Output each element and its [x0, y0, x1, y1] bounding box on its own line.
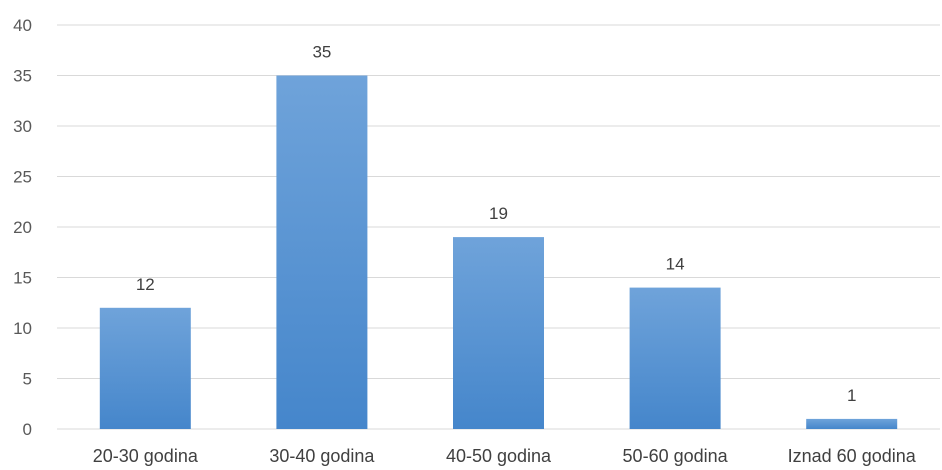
- data-label: 1: [847, 386, 856, 405]
- x-category-label: Iznad 60 godina: [788, 446, 917, 466]
- bar: [453, 237, 544, 429]
- x-axis-categories: 20-30 godina 30-40 godina 40-50 godina 50-6…: [93, 446, 917, 466]
- bar: [276, 76, 367, 430]
- y-tick-label: 35: [13, 67, 32, 86]
- y-tick-label: 30: [13, 117, 32, 136]
- y-tick-label: 5: [23, 370, 32, 389]
- y-tick-label: 15: [13, 269, 32, 288]
- x-category-label: 40-50 godina: [446, 446, 552, 466]
- x-category-label: 30-40 godina: [269, 446, 375, 466]
- bar: [100, 308, 191, 429]
- data-label: 12: [136, 275, 155, 294]
- x-category-label: 50-60 godina: [623, 446, 729, 466]
- y-tick-label: 0: [23, 420, 32, 439]
- y-tick-label: 25: [13, 168, 32, 187]
- y-axis-ticks: 0 5 10 15 20 25 30 35 40: [13, 16, 32, 439]
- bar: [630, 288, 721, 429]
- data-label: 19: [489, 204, 508, 223]
- x-category-label: 20-30 godina: [93, 446, 199, 466]
- data-label: 14: [666, 255, 685, 274]
- bar: [806, 419, 897, 429]
- bars: [100, 76, 897, 430]
- y-tick-label: 20: [13, 218, 32, 237]
- y-tick-label: 40: [13, 16, 32, 35]
- data-label: 35: [312, 43, 331, 62]
- y-tick-label: 10: [13, 319, 32, 338]
